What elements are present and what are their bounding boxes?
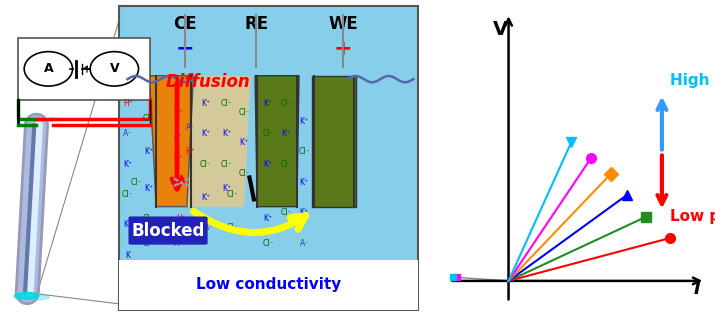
Polygon shape bbox=[149, 76, 194, 207]
Text: Cl⁻: Cl⁻ bbox=[239, 108, 250, 117]
Text: Cl⁻: Cl⁻ bbox=[262, 129, 274, 138]
Bar bbox=[18, 38, 149, 100]
Text: K⁺: K⁺ bbox=[201, 99, 210, 108]
Text: Cl⁻: Cl⁻ bbox=[221, 160, 232, 169]
Ellipse shape bbox=[15, 292, 39, 299]
FancyArrowPatch shape bbox=[194, 211, 306, 233]
Text: CE: CE bbox=[173, 15, 197, 33]
Text: K⁺: K⁺ bbox=[222, 129, 231, 138]
Text: Cl⁻: Cl⁻ bbox=[143, 214, 154, 223]
Text: K⁺: K⁺ bbox=[282, 129, 291, 138]
Bar bbox=[119, 260, 418, 310]
Text: A⁻: A⁻ bbox=[204, 223, 213, 232]
Text: Cl⁻: Cl⁻ bbox=[221, 99, 232, 108]
Text: A⁻: A⁻ bbox=[174, 175, 183, 184]
Text: Cl⁻: Cl⁻ bbox=[199, 160, 211, 169]
Text: Cl⁻: Cl⁻ bbox=[227, 190, 238, 199]
Text: A⁻: A⁻ bbox=[123, 129, 132, 138]
Text: K⁺: K⁺ bbox=[123, 160, 132, 169]
Circle shape bbox=[24, 52, 72, 86]
Text: V: V bbox=[493, 20, 508, 39]
Text: H⁺: H⁺ bbox=[186, 147, 195, 156]
Text: Blocked: Blocked bbox=[132, 222, 204, 239]
Text: A: A bbox=[44, 62, 53, 75]
Text: −: − bbox=[175, 39, 194, 59]
Text: H⁺: H⁺ bbox=[177, 214, 187, 223]
Text: I: I bbox=[694, 280, 701, 298]
Text: +: + bbox=[334, 39, 352, 59]
Text: K⁺: K⁺ bbox=[264, 160, 273, 169]
Text: K⁺: K⁺ bbox=[240, 138, 249, 147]
Text: H⁺: H⁺ bbox=[174, 154, 184, 162]
Ellipse shape bbox=[14, 295, 49, 300]
Text: Cl⁻: Cl⁻ bbox=[143, 239, 154, 248]
Text: Cl⁻: Cl⁻ bbox=[280, 160, 292, 169]
Text: K⁺: K⁺ bbox=[123, 220, 132, 229]
Text: H⁺: H⁺ bbox=[174, 239, 184, 248]
Text: A⁻: A⁻ bbox=[300, 239, 309, 248]
Text: Cl⁻: Cl⁻ bbox=[298, 147, 310, 156]
Text: Cl⁻: Cl⁻ bbox=[239, 169, 250, 178]
Text: Low pH: Low pH bbox=[670, 209, 715, 224]
Text: Cl⁻: Cl⁻ bbox=[122, 190, 134, 199]
Circle shape bbox=[90, 52, 139, 86]
Text: K⁺: K⁺ bbox=[300, 178, 309, 187]
FancyBboxPatch shape bbox=[129, 217, 207, 245]
Text: K⁺: K⁺ bbox=[201, 129, 210, 138]
Text: H⁺: H⁺ bbox=[123, 99, 133, 108]
Polygon shape bbox=[187, 76, 251, 207]
Text: A⁻: A⁻ bbox=[186, 123, 195, 132]
Text: Low conductivity: Low conductivity bbox=[196, 277, 341, 292]
Text: Cl⁻: Cl⁻ bbox=[131, 178, 142, 187]
Text: V: V bbox=[109, 62, 119, 75]
Text: K⁺: K⁺ bbox=[300, 117, 309, 126]
Bar bbox=[119, 6, 418, 310]
Text: Cl⁻: Cl⁻ bbox=[227, 223, 238, 232]
Text: K⁺: K⁺ bbox=[222, 184, 231, 193]
Text: K⁺: K⁺ bbox=[300, 208, 309, 217]
Polygon shape bbox=[255, 76, 299, 207]
Text: Cl⁻: Cl⁻ bbox=[143, 114, 154, 123]
Polygon shape bbox=[312, 76, 356, 207]
Text: WE: WE bbox=[328, 15, 358, 33]
Text: K⁺: K⁺ bbox=[264, 99, 273, 108]
Text: A⁻: A⁻ bbox=[174, 132, 183, 141]
Text: Cl⁻: Cl⁻ bbox=[262, 239, 274, 248]
Text: RE: RE bbox=[245, 15, 268, 33]
Text: Cl⁻: Cl⁻ bbox=[280, 208, 292, 217]
Text: K⁺: K⁺ bbox=[144, 147, 153, 156]
Text: Diffusion: Diffusion bbox=[166, 73, 251, 91]
Text: K⁺: K⁺ bbox=[264, 214, 273, 223]
Text: H⁺: H⁺ bbox=[174, 108, 184, 117]
Text: Cl⁻: Cl⁻ bbox=[280, 99, 292, 108]
Text: K⁺: K⁺ bbox=[201, 193, 210, 202]
Text: High pH: High pH bbox=[670, 73, 715, 88]
Text: K⁺: K⁺ bbox=[144, 184, 153, 193]
Text: K: K bbox=[125, 251, 130, 260]
